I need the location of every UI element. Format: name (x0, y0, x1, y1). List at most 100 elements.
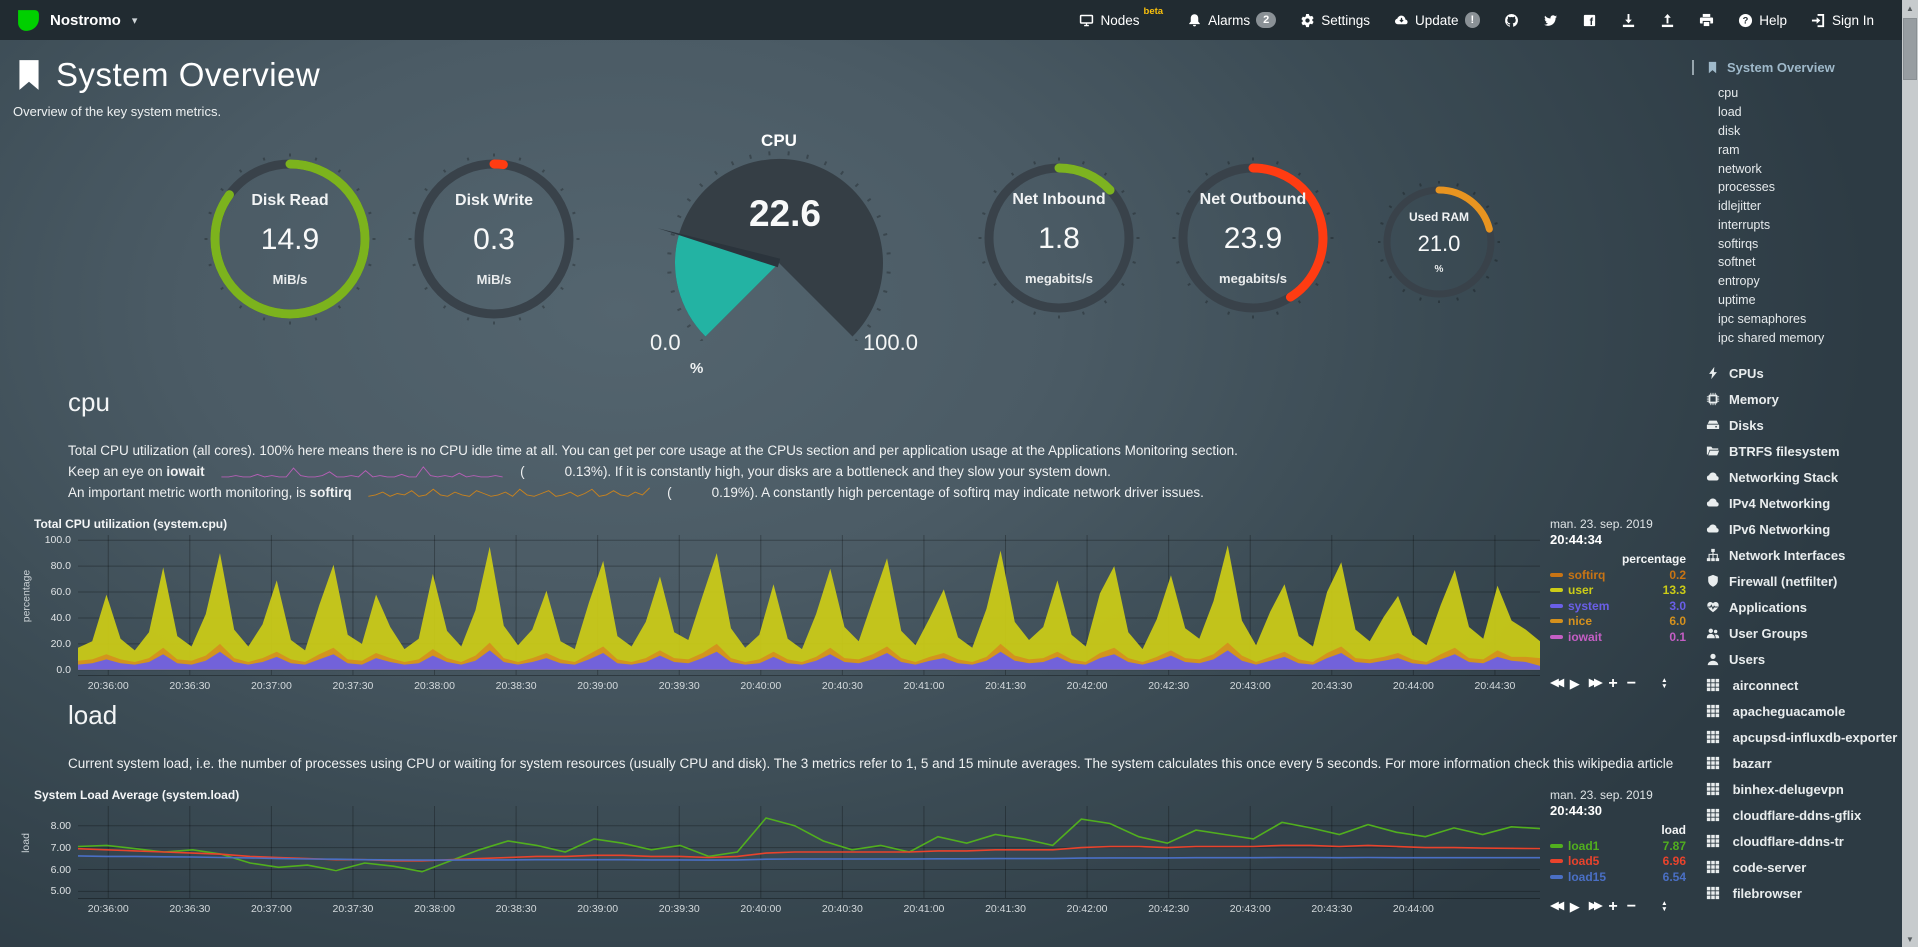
scroll-up-button[interactable]: ▲ (1906, 3, 1914, 13)
sidebar: System Overview cpu load disk ram network proc… (1692, 40, 1902, 947)
nav-github[interactable] (1492, 0, 1531, 40)
sidebar-item-interrupts[interactable]: interrupts (1718, 217, 1771, 232)
gauge-disk-write[interactable]: Disk Write 0.3 MiB/s (408, 153, 580, 325)
nav-download[interactable] (1609, 0, 1648, 40)
shield-icon (1706, 574, 1720, 588)
sidebar-item-ram[interactable]: ram (1718, 142, 1740, 157)
sidebar-item-cpus[interactable]: CPUs (1706, 361, 1902, 387)
sidebar-item-bazarr[interactable]: bazarr (1706, 751, 1902, 777)
sidebar-item-memory[interactable]: Memory (1706, 387, 1902, 413)
nav-update[interactable]: Update! (1382, 0, 1492, 40)
sidebar-section-label: Firewall (netfilter) (1729, 574, 1838, 590)
iowait-sparkline (208, 464, 516, 479)
nav-settings[interactable]: Settings (1288, 0, 1382, 40)
gauge-disk-read[interactable]: Disk Read 14.9 MiB/s (204, 153, 376, 325)
sidebar-item-cloudflare-ddns-gflix[interactable]: cloudflare-ddns-gflix (1706, 803, 1902, 829)
sidebar-item-user-groups[interactable]: User Groups (1706, 621, 1902, 647)
time-label: 20:41:00 (903, 680, 945, 692)
legend-item-user[interactable]: user 13.3 (1550, 583, 1686, 597)
legend-item-nice[interactable]: nice 6.0 (1550, 614, 1686, 628)
sidebar-item-apcupsd-influxdb-exporter[interactable]: apcupsd-influxdb-exporter (1706, 725, 1902, 751)
nav-upload[interactable] (1648, 0, 1687, 40)
section-heading-cpu: cpu (68, 387, 110, 417)
legend-value: 6.0 (1669, 614, 1686, 628)
upload-icon (1660, 13, 1675, 28)
sidebar-item-ipv4-networking[interactable]: IPv4 Networking (1706, 491, 1902, 517)
gauge-net-outbound[interactable]: Net Outbound 23.9 megabits/s (1172, 157, 1334, 319)
sidebar-item-users[interactable]: Users (1706, 647, 1902, 673)
nav-facebook[interactable] (1570, 0, 1609, 40)
sidebar-item-softnet[interactable]: softnet (1718, 255, 1756, 270)
nav-badge: ! (1464, 12, 1481, 28)
legend-name: nice (1568, 614, 1593, 628)
nav-alarms[interactable]: Alarms 2 (1175, 0, 1288, 40)
sidebar-item-load[interactable]: load (1718, 105, 1742, 120)
sidebar-item-network-interfaces[interactable]: Network Interfaces (1706, 543, 1902, 569)
wikipedia-link[interactable]: wikipedia article (1577, 756, 1674, 771)
gauge-used-ram[interactable]: Used RAM 21.0% (1377, 180, 1501, 304)
resize-handle[interactable]: ▲ ▼ (1661, 900, 1668, 913)
sidebar-item-btrfs-filesystem[interactable]: BTRFS filesystem (1706, 439, 1902, 465)
window-scrollbar[interactable]: ▲ ▼ (1902, 0, 1918, 947)
scroll-down-button[interactable]: ▼ (1906, 934, 1914, 944)
sidebar-item-airconnect[interactable]: airconnect (1706, 673, 1902, 699)
sidebar-item-softirqs[interactable]: softirqs (1718, 236, 1759, 251)
load-description: Current system load, i.e. the number of … (68, 753, 1692, 774)
nav-print[interactable] (1687, 0, 1726, 40)
sidebar-item-disk[interactable]: disk (1718, 123, 1741, 138)
fast-forward-button[interactable]: ▶▶ (1588, 900, 1603, 912)
load-plot[interactable]: 20:36:00 20:36:30 20:37:00 20:37:30 20:38:00… (78, 806, 1540, 917)
sidebar-item-processes[interactable]: processes (1718, 180, 1775, 195)
sidebar-item-filebrowser[interactable]: filebrowser (1706, 881, 1902, 907)
resize-handle[interactable]: ▲ ▼ (1661, 677, 1668, 690)
sidebar-item-network[interactable]: network (1718, 161, 1762, 176)
legend-name: load15 (1568, 869, 1607, 884)
sidebar-item-firewall-netfilter-[interactable]: Firewall (netfilter) (1706, 569, 1902, 595)
sidebar-item-idlejitter[interactable]: idlejitter (1718, 199, 1762, 214)
legend-value: 0.2 (1669, 567, 1686, 582)
scrollbar-thumb[interactable] (1903, 18, 1917, 80)
legend-item-system[interactable]: system 3.0 (1550, 599, 1686, 613)
legend-item-iowait[interactable]: iowait 0.1 (1550, 630, 1686, 644)
cpu-hover-time: 20:44:34 (1550, 532, 1603, 547)
sidebar-section-label: IPv6 Networking (1729, 522, 1831, 538)
rewind-button[interactable]: ◀◀ (1550, 900, 1564, 912)
sidebar-item-networking-stack[interactable]: Networking Stack (1706, 465, 1902, 491)
rewind-button[interactable]: ◀◀ (1550, 677, 1564, 689)
nav-sign-in[interactable]: Sign In (1799, 0, 1886, 40)
sidebar-item-uptime[interactable]: uptime (1718, 292, 1756, 307)
time-label: 20:39:30 (658, 903, 700, 915)
sidebar-item-code-server[interactable]: code-server (1706, 855, 1902, 881)
sidebar-item-entropy[interactable]: entropy (1718, 274, 1760, 289)
play-button[interactable]: ▶ (1569, 676, 1580, 691)
zoom-out-button[interactable]: − (1626, 898, 1637, 915)
legend-item-load15[interactable]: load15 6.54 (1550, 870, 1686, 884)
sidebar-item-disks[interactable]: Disks (1706, 413, 1902, 439)
zoom-out-button[interactable]: − (1626, 675, 1637, 692)
legend-item-load1[interactable]: load1 7.87 (1550, 839, 1686, 853)
sidebar-item-applications[interactable]: Applications (1706, 595, 1902, 621)
legend-item-softirq[interactable]: softirq 0.2 (1550, 568, 1686, 582)
legend-item-load5[interactable]: load5 6.96 (1550, 854, 1686, 868)
fast-forward-button[interactable]: ▶▶ (1588, 677, 1603, 689)
nav-twitter[interactable] (1531, 0, 1570, 40)
sidebar-item-binhex-delugevpn[interactable]: binhex-delugevpn (1706, 777, 1902, 803)
cpu-plot[interactable]: 20:36:00 20:36:30 20:37:00 20:37:30 20:38:00… (78, 535, 1540, 694)
gauge-net-inbound[interactable]: Net Inbound 1.8 megabits/s (978, 157, 1140, 319)
sidebar-item-ipv6-networking[interactable]: IPv6 Networking (1706, 517, 1902, 543)
node-selector[interactable]: Nostromo ▾ (16, 8, 137, 33)
gauge-cpu[interactable]: CPU 22.6 0.0 100.0% (624, 129, 934, 377)
legend-value: 13.3 (1662, 583, 1686, 597)
sidebar-item-apacheguacamole[interactable]: apacheguacamole (1706, 699, 1902, 725)
sidebar-item-ipc-semaphores[interactable]: ipc semaphores (1718, 311, 1807, 326)
sidebar-item-system-overview[interactable]: System Overview (1692, 60, 1902, 75)
nav-help[interactable]: Help (1726, 0, 1799, 40)
sidebar-item-cpu[interactable]: cpu (1718, 86, 1739, 101)
nav-nodes[interactable]: Nodes beta (1067, 0, 1175, 40)
play-button[interactable]: ▶ (1569, 899, 1580, 914)
time-label: 20:43:00 (1229, 903, 1271, 915)
sidebar-item-ipc-shared-memory[interactable]: ipc shared memory (1718, 330, 1825, 345)
zoom-in-button[interactable]: + (1608, 898, 1618, 915)
zoom-in-button[interactable]: + (1608, 675, 1618, 692)
sidebar-item-cloudflare-ddns-tr[interactable]: cloudflare-ddns-tr (1706, 829, 1902, 855)
